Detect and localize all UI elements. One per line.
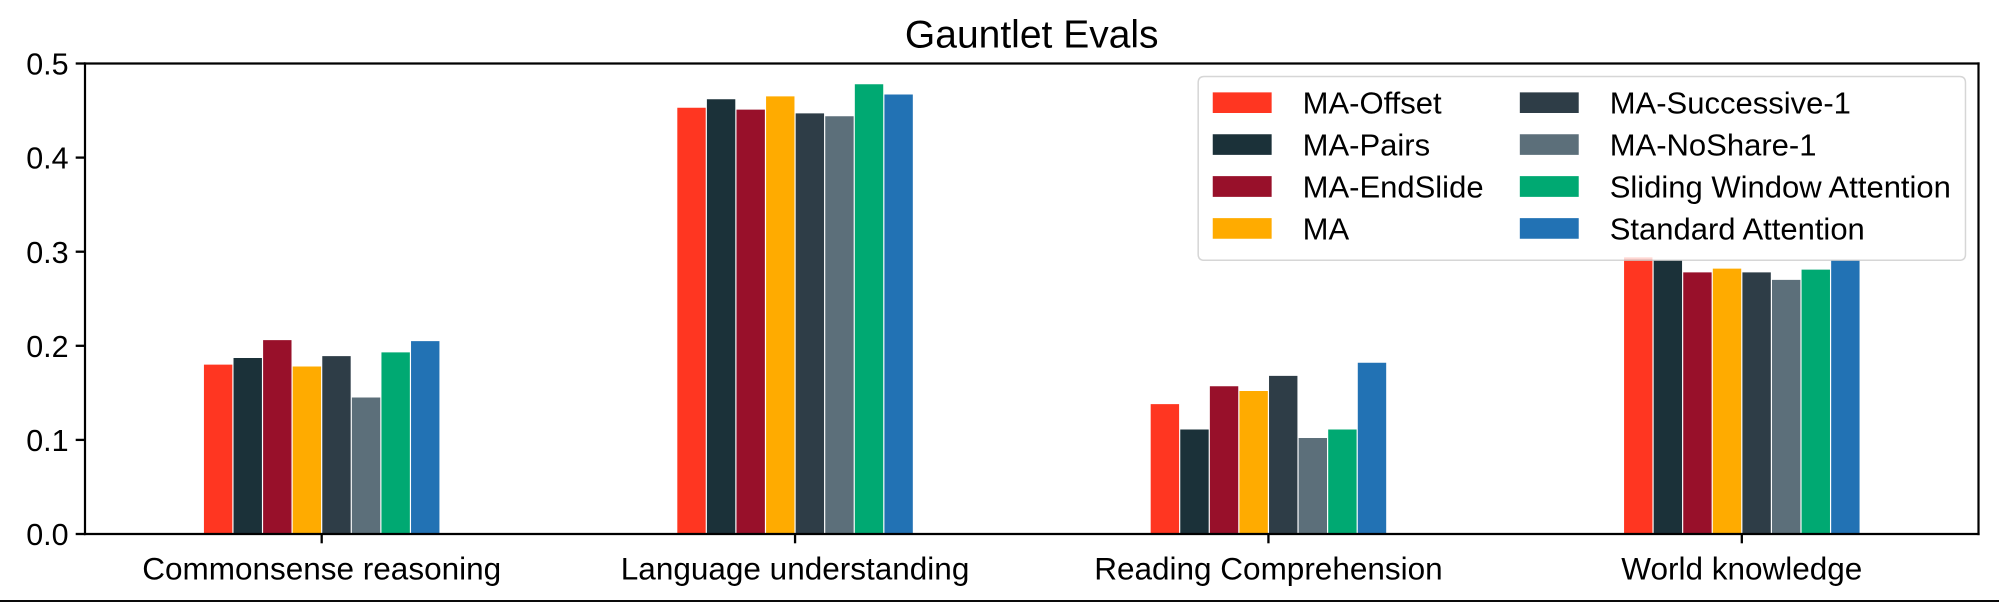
svg-text:Sliding Window Attention: Sliding Window Attention — [1610, 169, 1951, 204]
svg-text:0.2: 0.2 — [26, 330, 68, 364]
svg-text:MA-Offset: MA-Offset — [1303, 86, 1442, 121]
svg-text:MA-Successive-1: MA-Successive-1 — [1610, 86, 1851, 121]
svg-text:0.4: 0.4 — [26, 142, 68, 176]
svg-text:MA-Pairs: MA-Pairs — [1303, 127, 1430, 162]
svg-text:0.5: 0.5 — [26, 48, 68, 82]
svg-text:Gauntlet Evals: Gauntlet Evals — [905, 14, 1159, 57]
svg-text:MA-NoShare-1: MA-NoShare-1 — [1610, 127, 1817, 162]
svg-text:MA-EndSlide: MA-EndSlide — [1303, 169, 1484, 204]
svg-text:0.1: 0.1 — [26, 424, 68, 458]
svg-text:Standard Attention: Standard Attention — [1610, 211, 1865, 246]
svg-text:World knowledge: World knowledge — [1621, 551, 1862, 587]
svg-text:Reading Comprehension: Reading Comprehension — [1094, 551, 1442, 587]
svg-text:0.3: 0.3 — [26, 236, 68, 270]
svg-text:0.0: 0.0 — [26, 518, 68, 552]
svg-text:MA: MA — [1303, 211, 1350, 246]
svg-text:Language understanding: Language understanding — [621, 551, 970, 587]
svg-text:Commonsense reasoning: Commonsense reasoning — [142, 551, 501, 587]
